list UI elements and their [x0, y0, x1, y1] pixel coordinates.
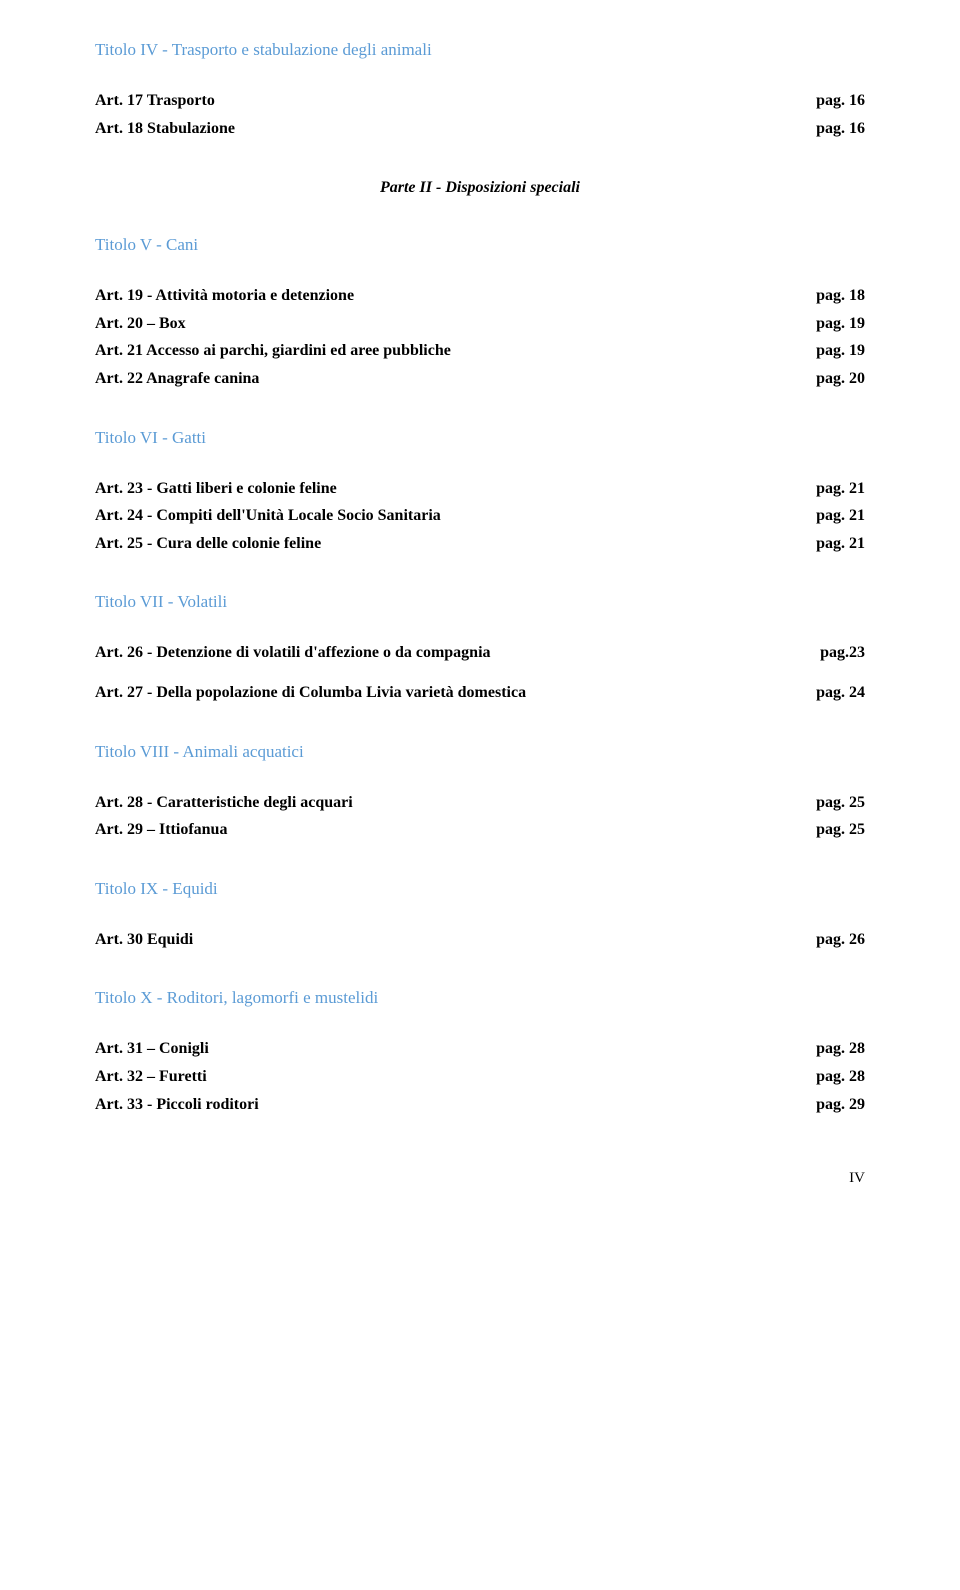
toc-block-viii: Art. 28 - Caratteristiche degli acquari …	[95, 792, 865, 841]
toc-page: pag. 28	[816, 1066, 865, 1088]
toc-label: Art. 18 Stabulazione	[95, 118, 816, 140]
section-title-viii: Titolo VIII - Animali acquatici	[95, 742, 865, 762]
section-title-iv: Titolo IV - Trasporto e stabulazione deg…	[95, 40, 865, 60]
toc-label: Art. 22 Anagrafe canina	[95, 368, 816, 390]
section-title-v: Titolo V - Cani	[95, 235, 865, 255]
toc-row: Art. 18 Stabulazione pag. 16	[95, 118, 865, 140]
section-title-ix: Titolo IX - Equidi	[95, 879, 865, 899]
toc-row: Art. 20 – Box pag. 19	[95, 313, 865, 335]
toc-block-x: Art. 31 – Conigli pag. 28 Art. 32 – Fure…	[95, 1038, 865, 1115]
toc-row: Art. 33 - Piccoli roditori pag. 29	[95, 1094, 865, 1116]
toc-page: pag. 28	[816, 1038, 865, 1060]
toc-label: Art. 24 - Compiti dell'Unità Locale Soci…	[95, 505, 816, 527]
toc-page: pag. 25	[816, 792, 865, 814]
toc-page: pag. 20	[816, 368, 865, 390]
toc-row: Art. 31 – Conigli pag. 28	[95, 1038, 865, 1060]
toc-page: pag. 18	[816, 285, 865, 307]
toc-row: Art. 25 - Cura delle colonie feline pag.…	[95, 533, 865, 555]
toc-page: pag. 16	[816, 118, 865, 140]
toc-label: Art. 27 - Della popolazione di Columba L…	[95, 682, 816, 704]
toc-row: Art. 24 - Compiti dell'Unità Locale Soci…	[95, 505, 865, 527]
toc-label: Art. 25 - Cura delle colonie feline	[95, 533, 816, 555]
toc-label: Art. 30 Equidi	[95, 929, 816, 951]
part-title: Parte II - Disposizioni speciali	[95, 179, 865, 197]
toc-page: pag. 26	[816, 929, 865, 951]
toc-row: Art. 26 - Detenzione di volatili d'affez…	[95, 642, 865, 664]
toc-label: Art. 29 – Ittiofanua	[95, 819, 816, 841]
page-number: IV	[95, 1170, 865, 1187]
toc-label: Art. 23 - Gatti liberi e colonie feline	[95, 478, 816, 500]
toc-row: Art. 21 Accesso ai parchi, giardini ed a…	[95, 340, 865, 362]
toc-label: Art. 31 – Conigli	[95, 1038, 816, 1060]
toc-page: pag. 19	[816, 313, 865, 335]
toc-page: pag. 24	[816, 682, 865, 704]
toc-row: Art. 29 – Ittiofanua pag. 25	[95, 819, 865, 841]
toc-row: Art. 22 Anagrafe canina pag. 20	[95, 368, 865, 390]
toc-block-vi: Art. 23 - Gatti liberi e colonie feline …	[95, 478, 865, 555]
toc-page: pag. 21	[816, 505, 865, 527]
section-title-vii: Titolo VII - Volatili	[95, 592, 865, 612]
toc-label: Art. 21 Accesso ai parchi, giardini ed a…	[95, 340, 816, 362]
toc-page: pag. 21	[816, 478, 865, 500]
toc-label: Art. 28 - Caratteristiche degli acquari	[95, 792, 816, 814]
toc-row: Art. 19 - Attività motoria e detenzione …	[95, 285, 865, 307]
section-title-x: Titolo X - Roditori, lagomorfi e musteli…	[95, 988, 865, 1008]
toc-label: Art. 20 – Box	[95, 313, 816, 335]
toc-label: Art. 33 - Piccoli roditori	[95, 1094, 816, 1116]
section-title-vi: Titolo VI - Gatti	[95, 428, 865, 448]
toc-page: pag. 25	[816, 819, 865, 841]
toc-block-v: Art. 19 - Attività motoria e detenzione …	[95, 285, 865, 389]
toc-block-vii: Art. 26 - Detenzione di volatili d'affez…	[95, 642, 865, 703]
toc-row: Art. 30 Equidi pag. 26	[95, 929, 865, 951]
toc-page: pag.23	[820, 642, 865, 664]
toc-block-ix: Art. 30 Equidi pag. 26	[95, 929, 865, 951]
toc-row: Art. 27 - Della popolazione di Columba L…	[95, 682, 865, 704]
toc-row: Art. 23 - Gatti liberi e colonie feline …	[95, 478, 865, 500]
toc-label: Art. 26 - Detenzione di volatili d'affez…	[95, 642, 820, 664]
toc-label: Art. 17 Trasporto	[95, 90, 816, 112]
toc-page: pag. 16	[816, 90, 865, 112]
toc-row: Art. 32 – Furetti pag. 28	[95, 1066, 865, 1088]
toc-page: pag. 19	[816, 340, 865, 362]
toc-row: Art. 17 Trasporto pag. 16	[95, 90, 865, 112]
toc-label: Art. 19 - Attività motoria e detenzione	[95, 285, 816, 307]
toc-block-iv: Art. 17 Trasporto pag. 16 Art. 18 Stabul…	[95, 90, 865, 139]
toc-row: Art. 28 - Caratteristiche degli acquari …	[95, 792, 865, 814]
toc-page: pag. 21	[816, 533, 865, 555]
toc-page: pag. 29	[816, 1094, 865, 1116]
toc-label: Art. 32 – Furetti	[95, 1066, 816, 1088]
